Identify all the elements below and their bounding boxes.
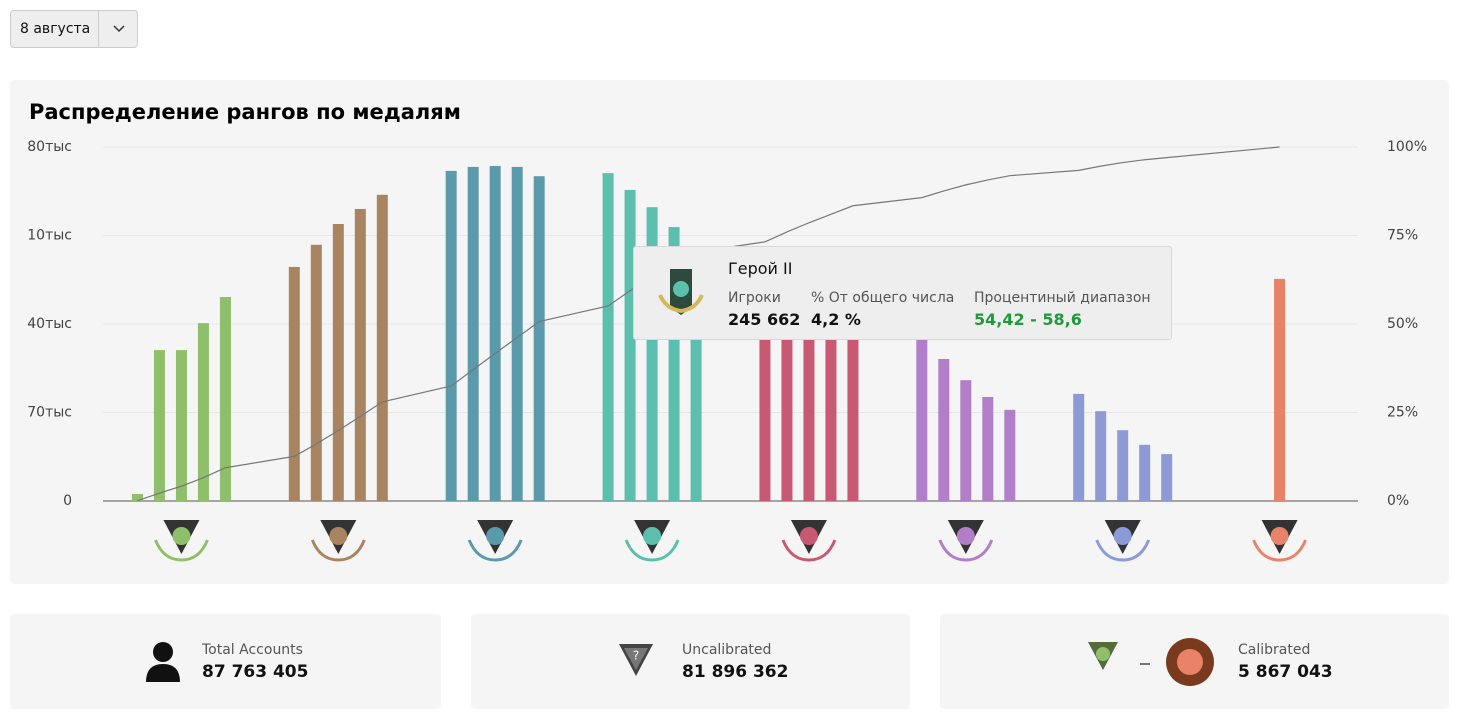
bar	[332, 223, 344, 501]
bar	[624, 189, 636, 502]
stat-label: Uncalibrated	[682, 642, 772, 658]
bar	[197, 323, 209, 501]
medal-gem	[1113, 527, 1132, 545]
tooltip-title: Герой II	[728, 259, 793, 278]
bar	[690, 265, 702, 501]
date-label: 8 августа	[20, 21, 91, 37]
medal-icon	[154, 520, 209, 562]
tooltip-label: Процентиный диапазон	[974, 290, 1151, 306]
bar	[847, 330, 859, 501]
stat-value: 81 896 362	[682, 662, 789, 682]
medal-gem	[172, 527, 191, 545]
medal-wings	[1095, 539, 1151, 562]
bar	[938, 358, 950, 501]
bar	[1095, 411, 1107, 501]
stat-card: Total Accounts 87 763 405	[10, 614, 441, 709]
bar	[489, 166, 501, 501]
stat-label: Total Accounts	[202, 642, 303, 658]
medal-gem	[643, 527, 662, 545]
y2-tick-label: 0%	[1387, 493, 1409, 509]
tooltip-value: 4,2 %	[811, 310, 861, 329]
stat-card: Calibrated 5 867 043	[940, 614, 1449, 709]
bar	[354, 208, 366, 501]
medal-wings	[624, 539, 680, 562]
uncalibrated-icon: ?	[619, 644, 653, 676]
tooltip: Герой II Игроки 245 662 % От общего числа 4…	[633, 246, 1172, 340]
bar	[175, 350, 187, 501]
stat-value: 5 867 043	[1238, 662, 1333, 682]
bar	[602, 173, 614, 502]
y2-tick-label: 50%	[1387, 316, 1418, 332]
bar	[1117, 430, 1129, 501]
y-tick-label: 70тыс	[27, 405, 72, 421]
bar	[533, 176, 545, 501]
bar	[219, 297, 231, 501]
bar	[310, 244, 322, 502]
medal-wings	[154, 539, 209, 562]
bar	[1004, 409, 1016, 501]
y-tick-label: 40тыс	[27, 316, 72, 332]
bar	[781, 300, 793, 501]
bar	[467, 166, 479, 501]
stat-label: Calibrated	[1238, 642, 1311, 658]
bar	[1274, 278, 1286, 501]
tooltip-value: 245 662	[728, 310, 801, 329]
tooltip-value: 54,42 - 58,6	[974, 310, 1082, 329]
svg-text:?: ?	[633, 649, 639, 663]
medal-icon	[1252, 520, 1307, 562]
medal-icon	[467, 520, 523, 562]
bar	[1073, 393, 1085, 501]
calibrated-icons	[1088, 638, 1214, 686]
bar	[825, 320, 837, 501]
medal-icon	[1095, 520, 1151, 562]
bar	[1161, 454, 1173, 501]
bar	[668, 227, 680, 501]
y2-tick-label: 25%	[1387, 405, 1418, 421]
medal-gem	[956, 527, 975, 545]
tooltip-medal	[658, 269, 704, 315]
y-tick-label: 0	[63, 493, 72, 509]
bar	[982, 397, 994, 501]
stat-card: ? Uncalibrated 81 896 362	[471, 614, 910, 709]
bar	[759, 289, 771, 501]
medal-icon	[624, 520, 680, 562]
medal-gem	[799, 527, 818, 545]
dropdown-arrow	[98, 11, 139, 47]
bar	[445, 170, 457, 501]
medal-gem	[329, 527, 348, 545]
medal-wings	[781, 539, 837, 562]
medal-icon	[938, 520, 994, 562]
tooltip-label: Игроки	[728, 290, 781, 306]
date-select[interactable]: 8 августа	[10, 10, 138, 48]
y-tick-label: 10тыс	[27, 228, 72, 244]
bar	[131, 494, 143, 501]
medal-wings	[310, 539, 366, 562]
bar	[803, 309, 815, 501]
bar	[646, 207, 658, 501]
chart: Распределение рангов по медалям 0 70тыс 40…	[27, 100, 1427, 562]
medal-gem	[486, 527, 505, 545]
medal-wings	[467, 539, 523, 562]
medal-icon	[781, 520, 837, 562]
bar	[1139, 444, 1151, 501]
medal-icon	[310, 520, 366, 562]
bar	[288, 266, 300, 501]
medal-wings	[938, 539, 994, 562]
stat-value: 87 763 405	[202, 662, 309, 682]
y2-tick-label: 75%	[1387, 228, 1418, 244]
chart-title: Распределение рангов по медалям	[29, 100, 461, 124]
medal-wings	[1252, 539, 1307, 562]
bar	[511, 166, 523, 501]
bar	[916, 330, 928, 501]
y2-tick-label: 100%	[1387, 139, 1427, 155]
chevron	[113, 25, 125, 33]
bar	[960, 380, 972, 501]
tooltip-label: % От общего числа	[811, 290, 955, 306]
bar	[153, 350, 165, 501]
medal-gem	[1270, 527, 1289, 545]
user-icon	[146, 642, 180, 682]
y-tick-label: 80тыс	[27, 139, 72, 155]
bar	[376, 194, 388, 502]
